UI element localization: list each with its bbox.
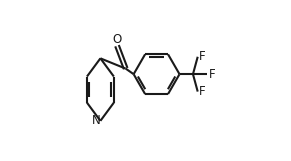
Text: F: F xyxy=(199,85,206,98)
Text: O: O xyxy=(112,33,122,46)
Text: F: F xyxy=(199,50,206,63)
Text: F: F xyxy=(209,68,215,81)
Text: N: N xyxy=(92,114,101,127)
